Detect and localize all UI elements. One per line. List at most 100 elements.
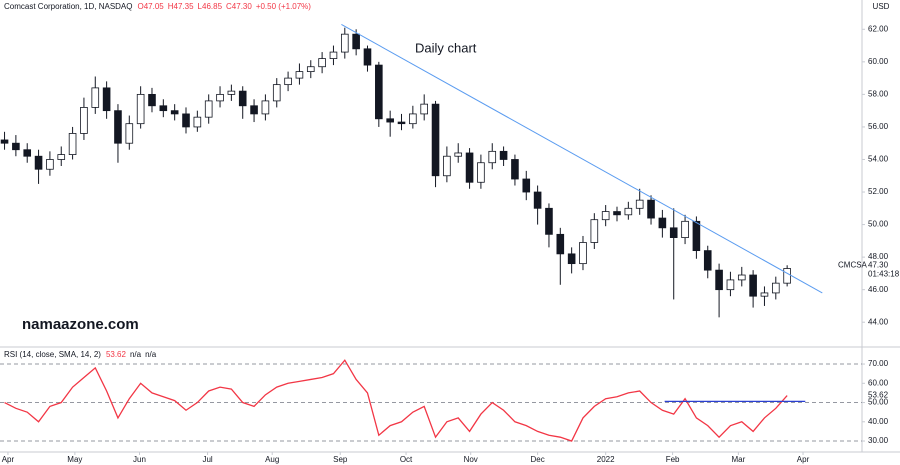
candle-body: [68, 133, 77, 155]
candle-body: [420, 103, 428, 115]
candle-body: [159, 105, 168, 112]
rsi-line: [4, 359, 788, 442]
candle-body: [601, 211, 610, 221]
candle-body: [23, 149, 32, 157]
candle-body: [397, 121, 406, 125]
currency-label: USD: [873, 2, 890, 11]
candle-body: [692, 220, 701, 252]
y-tick-label: 62.00: [868, 24, 889, 33]
rsi-header-value: 53.62: [106, 350, 127, 359]
candle-body: [12, 142, 20, 151]
symbol-label: CMCSA: [838, 261, 868, 270]
chart-title: Comcast Corporation, 1D, NASDAQ: [4, 2, 133, 11]
y-tick-label: 54.00: [868, 155, 889, 164]
candle-body: [658, 217, 667, 229]
y-tick-label: 58.00: [868, 89, 889, 98]
candle-body: [703, 250, 712, 271]
trendline: [341, 23, 823, 294]
x-tick-label: 2022: [597, 455, 615, 464]
rsi-header-value: n/a: [130, 350, 142, 359]
y-tick-label: 50.00: [868, 398, 889, 407]
candle-body: [193, 116, 202, 128]
candle-body: [57, 154, 66, 160]
x-tick-label: Apr: [797, 455, 810, 464]
candle-body: [352, 33, 360, 50]
candle-body: [681, 220, 689, 238]
candle-body: [624, 207, 633, 216]
candle-body: [227, 90, 236, 95]
candle-body: [170, 110, 179, 115]
candle-body: [635, 199, 644, 209]
candle-body: [556, 233, 565, 255]
candle-body: [669, 227, 678, 238]
rsi-header-value: n/a: [145, 350, 157, 359]
y-tick-label: 30.00: [868, 436, 889, 445]
last-price-label: 47.30: [868, 261, 889, 270]
candle-body: [80, 107, 88, 134]
candle-body: [46, 159, 54, 170]
candle-body: [771, 282, 780, 294]
candle-body: [409, 113, 417, 125]
candle-body: [386, 118, 394, 123]
candle-body: [261, 100, 270, 115]
x-tick-label: Apr: [2, 455, 15, 464]
candle-body: [306, 66, 315, 73]
annotation: Daily chart: [415, 40, 477, 55]
candle-body: [749, 274, 757, 297]
candle-body: [522, 178, 531, 193]
ohlc-label: +0.50 (+1.07%): [256, 2, 311, 11]
x-tick-label: Feb: [666, 455, 680, 464]
candle-body: [590, 219, 599, 243]
candle-body: [136, 93, 145, 125]
y-tick-label: 46.00: [868, 285, 889, 294]
candle-body: [284, 77, 292, 86]
chart-header: Comcast Corporation, 1D, NASDAQ O47.05 H47…: [4, 2, 311, 11]
candle-body: [613, 211, 621, 216]
candle-body: [375, 64, 383, 120]
rsi-title: RSI (14, close, SMA, 14, 2): [4, 350, 101, 359]
candle-body: [295, 71, 304, 79]
x-tick-label: Nov: [464, 455, 478, 464]
candle-body: [318, 58, 326, 68]
candle-body: [272, 84, 281, 102]
candle-body: [499, 150, 508, 160]
y-tick-label: 56.00: [868, 122, 889, 131]
candle-body: [511, 159, 519, 180]
candle-body: [125, 123, 134, 144]
y-tick-label: 60.00: [868, 57, 889, 66]
candle-body: [454, 152, 463, 157]
candle-body: [363, 48, 372, 66]
x-tick-label: Dec: [530, 455, 544, 464]
candle-body: [545, 207, 553, 235]
candle-body: [726, 279, 735, 291]
candle-body: [114, 110, 122, 144]
candle-body: [102, 87, 111, 112]
candle-body: [216, 93, 224, 102]
ohlc-label: C47.30: [226, 2, 252, 11]
y-tick-label: 50.00: [868, 220, 889, 229]
candle-body: [329, 51, 338, 59]
y-tick-label: 52.00: [868, 187, 889, 196]
candle-body: [148, 93, 156, 107]
x-tick-label: Sep: [333, 455, 348, 464]
candle-body: [340, 33, 349, 53]
x-tick-label: Mar: [731, 455, 745, 464]
candle-body: [488, 150, 497, 164]
candle-body: [204, 100, 213, 118]
y-tick-label: 60.00: [868, 378, 889, 387]
rsi-last-label: 53.62: [868, 391, 889, 400]
candle-body: [760, 292, 769, 297]
x-tick-label: Jun: [133, 455, 146, 464]
ohlc-label: O47.05: [138, 2, 165, 11]
countdown-label: 01:43:18: [868, 270, 900, 279]
watermark: namaazone.com: [22, 316, 139, 333]
x-tick-label: Oct: [400, 455, 413, 464]
candle-body: [715, 269, 723, 291]
x-tick-label: Jul: [202, 455, 212, 464]
rsi-header: RSI (14, close, SMA, 14, 2) 53.62 n/a n/a: [4, 350, 157, 359]
ohlc-label: L46.85: [198, 2, 223, 11]
y-tick-label: 70.00: [868, 359, 889, 368]
candle-body: [647, 199, 655, 219]
